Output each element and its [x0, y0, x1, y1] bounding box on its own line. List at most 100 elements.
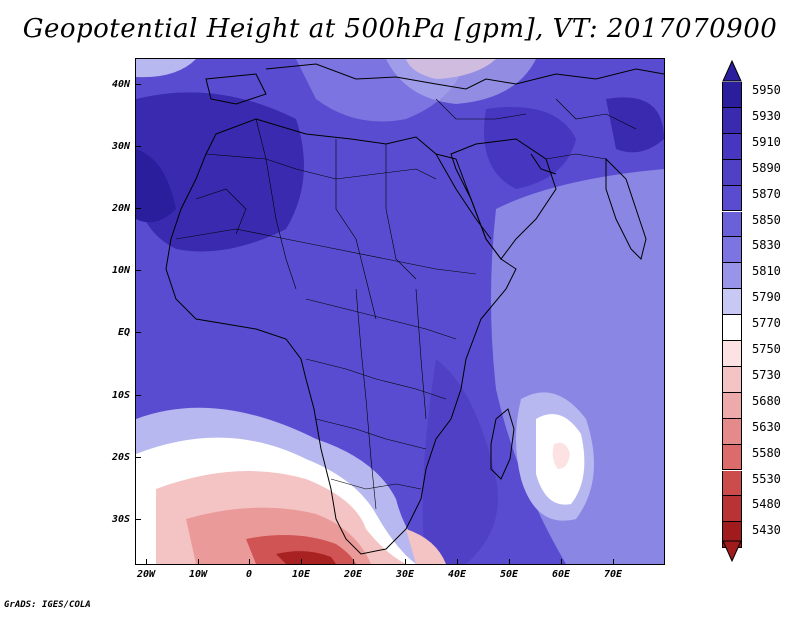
lon-label-10e: 10E	[291, 569, 311, 580]
field-mascarene-pink	[552, 442, 570, 469]
lat-label-10s: 10S	[111, 390, 130, 401]
colorbar-label: 5910	[752, 134, 781, 149]
lon-label-0: 0	[245, 569, 253, 580]
lat-tick	[136, 270, 141, 271]
colorbar-label: 5950	[752, 83, 781, 97]
colorbar-cell	[722, 418, 742, 445]
europe-coastline	[265, 63, 664, 90]
colorbar-label: 5790	[752, 290, 781, 305]
colorbar-label: 5830	[752, 238, 781, 253]
lon-label-20w: 20W	[136, 569, 156, 580]
colorbar-cell	[722, 341, 742, 367]
africa-coastline	[165, 118, 517, 555]
colorbar-label: 5770	[752, 316, 781, 331]
lat-tick	[136, 395, 141, 396]
colorbar-cell	[722, 496, 742, 523]
colorbar-label: 5580	[752, 445, 781, 460]
colorbar-cell	[722, 237, 742, 264]
colorbar-cell	[722, 107, 742, 134]
border-9	[330, 478, 422, 490]
lon-tick	[613, 559, 614, 564]
border-8	[315, 418, 427, 450]
colorbar-cell	[722, 470, 742, 497]
lon-label-30e: 30E	[395, 569, 415, 580]
colorbar-cell	[722, 289, 742, 316]
colorbar-label: 5810	[752, 264, 781, 279]
border-12	[195, 188, 247, 235]
colorbar-label: 5890	[752, 160, 781, 175]
colorbar-cell	[722, 133, 742, 160]
field-south-darkred	[276, 551, 336, 564]
lat-label-20s: 20S	[111, 452, 130, 463]
lat-tick	[136, 146, 141, 147]
colorbar-label: 5870	[752, 186, 781, 201]
field-india-high	[606, 97, 664, 153]
india-coastline	[605, 157, 647, 260]
lon-label-40e: 40E	[447, 569, 467, 580]
lat-label-30s: 30S	[111, 514, 130, 525]
country-borders	[175, 98, 637, 510]
lat-tick	[136, 208, 141, 209]
geopotential-map	[136, 59, 664, 564]
border-10	[355, 288, 377, 510]
field-east-africa	[422, 359, 498, 564]
coastlines	[165, 63, 664, 555]
lat-tick	[136, 457, 141, 458]
border-3	[335, 139, 377, 320]
field-atlantic-high	[136, 149, 176, 223]
iberia-coastline	[205, 73, 267, 105]
colorbar-label: 5850	[752, 212, 781, 227]
lat-tick	[136, 332, 141, 333]
colorbar-label: 5630	[752, 419, 781, 434]
colorbar-cell	[722, 263, 742, 290]
colorbar-cell	[722, 444, 742, 471]
arabia-coastline	[450, 138, 557, 260]
colorbar-cell	[722, 159, 742, 186]
border-6	[305, 298, 457, 340]
colorbar-top-arrow	[722, 60, 742, 82]
persian-gulf-line	[530, 153, 557, 175]
colorbar-label: 5730	[752, 367, 781, 382]
border-2	[255, 118, 297, 290]
lat-tick	[136, 519, 141, 520]
border-11	[415, 288, 427, 420]
field-south-east-pink	[406, 529, 446, 564]
map-panel	[135, 58, 665, 565]
madagascar-coastline	[490, 408, 515, 480]
lon-label-70e: 70E	[603, 569, 623, 580]
lon-label-10w: 10W	[188, 569, 208, 580]
border-7	[305, 358, 447, 400]
colorbar-label: 5530	[752, 471, 781, 486]
colorbar-label: 5930	[752, 108, 781, 123]
lon-tick	[509, 559, 510, 564]
colorbar-cell	[722, 315, 742, 341]
field-north-white	[136, 59, 196, 78]
lat-label-20n: 20N	[111, 203, 130, 214]
colorbar-label: 5480	[752, 497, 781, 512]
lat-label-eq: EQ	[117, 327, 130, 338]
border-13	[545, 153, 607, 160]
lon-label-60e: 60E	[551, 569, 571, 580]
border-4	[385, 144, 417, 280]
border-14	[555, 98, 637, 130]
lon-tick	[301, 559, 302, 564]
lat-label-10n: 10N	[111, 265, 130, 276]
lat-tick	[136, 84, 141, 85]
field-north-pale	[386, 59, 536, 104]
lon-tick	[561, 559, 562, 564]
lon-tick	[249, 559, 250, 564]
lat-label-40n: 40N	[111, 79, 130, 90]
colorbar-label: 5680	[752, 393, 781, 408]
colorbar-cell	[722, 211, 742, 238]
colorbar-cell	[722, 392, 742, 419]
border-15	[435, 98, 527, 120]
lon-label-20e: 20E	[343, 569, 363, 580]
red-sea-line	[435, 153, 492, 240]
lon-tick	[457, 559, 458, 564]
lon-label-50e: 50E	[499, 569, 519, 580]
map-title: Geopotential Height at 500hPa [gpm], VT:…	[22, 14, 778, 44]
border-5	[175, 228, 477, 275]
lon-tick	[405, 559, 406, 564]
colorbar-cell	[722, 366, 742, 393]
colorbar-cell	[722, 82, 742, 108]
